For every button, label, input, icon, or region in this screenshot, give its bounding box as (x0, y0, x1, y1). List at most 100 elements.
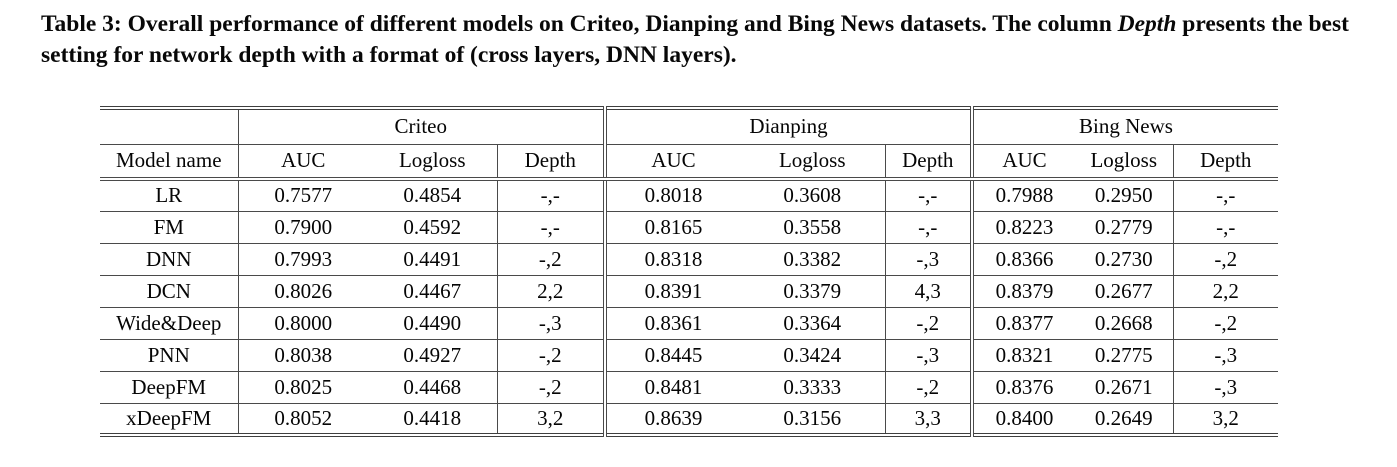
criteo-auc-cell: 0.8038 (238, 339, 368, 372)
group-header-dianping: Dianping (603, 108, 972, 145)
table-row: DCN 0.8026 0.4467 2,2 0.8391 0.3379 4,3 0.8379 0… (100, 275, 1278, 308)
dianping-depth-cell: 4,3 (884, 275, 972, 308)
bing_news-auc-cell: 0.8400 (970, 403, 1075, 435)
criteo-depth-cell: -,2 (496, 339, 605, 372)
model-name-cell: Wide&Deep (100, 307, 239, 340)
criteo-logloss-cell: 0.4418 (403, 405, 462, 430)
dianping-auc-cell: 0.8445 (603, 339, 740, 372)
model-name-cell: DCN (100, 275, 239, 308)
bing_news-logloss-cell: 0.2671 (1075, 371, 1173, 404)
results-table: Criteo Dianping Bing News Model name AUC… (100, 106, 1278, 437)
bing_news-logloss-cell: 0.2779 (1075, 211, 1173, 244)
group-header-row: Criteo Dianping Bing News (100, 108, 1278, 145)
bing_news-logloss-cell: 0.2668 (1075, 307, 1173, 340)
bing_news-depth-cell: -,- (1172, 179, 1278, 212)
dianping-logloss-cell: 0.3424 (740, 339, 885, 372)
criteo-auc-cell: 0.7577 (238, 179, 368, 212)
col-header-bing-news-logloss: Logloss (1075, 144, 1173, 181)
criteo-depth-cell: -,- (496, 179, 605, 212)
group-header-criteo: Criteo (238, 108, 605, 145)
dianping-depth-cell: -,3 (884, 243, 972, 276)
col-header-criteo-depth: Depth (496, 144, 605, 181)
dianping-depth-cell: 3,3 (884, 403, 972, 435)
dianping-logloss-cell: 0.3382 (740, 243, 885, 276)
criteo-logloss-cell: 0.4467 (368, 275, 497, 308)
bing_news-auc-cell: 0.8376 (970, 371, 1075, 404)
col-header-bing-news-depth: Depth (1172, 144, 1278, 181)
col-header-dianping-auc: AUC (603, 144, 740, 181)
model-name-cell: PNN (100, 339, 239, 372)
model-name-cell: LR (100, 179, 239, 212)
dianping-depth-cell: -,- (884, 179, 972, 212)
bing_news-auc-cell: 0.8377 (970, 307, 1075, 340)
table-body: LR 0.7577 0.4854 -,- 0.8018 0.3608 -,- 0.7988 0.… (100, 179, 1278, 435)
dianping-logloss-cell: 0.3333 (740, 371, 885, 404)
bing_news-depth-cell: -,2 (1172, 307, 1278, 340)
col-header-model-name: Model name (100, 144, 239, 181)
dianping-logloss-cell: 0.3379 (740, 275, 885, 308)
bing_news-depth-cell: -,3 (1172, 339, 1278, 372)
bing_news-logloss-cell: 0.2649 (1094, 405, 1153, 430)
dianping-auc-cell: 0.8018 (603, 179, 740, 212)
model-name-cell: DNN (100, 243, 239, 276)
bing_news-depth-cell: -,3 (1172, 371, 1278, 404)
group-header-bing-news: Bing News (970, 108, 1278, 145)
bing_news-logloss-cell: 0.2677 (1075, 275, 1173, 308)
caption-italic-depth: Depth (1117, 11, 1177, 37)
criteo-logloss-cell: 0.4491 (368, 243, 497, 276)
dianping-logloss-cell: 0.3364 (740, 307, 885, 340)
bing_news-auc-cell: 0.8379 (970, 275, 1075, 308)
table-row: DeepFM 0.8025 0.4468 -,2 0.8481 0.3333 -,2 0.83… (100, 371, 1278, 404)
col-header-criteo-auc: AUC (238, 144, 368, 181)
dianping-auc-cell: 0.8361 (603, 307, 740, 340)
dianping-depth-cell: -,2 (884, 371, 972, 404)
model-name-cell: xDeepFM (100, 403, 239, 435)
criteo-logloss-cell: 0.4927 (368, 339, 497, 372)
model-name-cell: DeepFM (100, 371, 239, 404)
bing_news-depth-cell: -,- (1172, 211, 1278, 244)
table-row: Wide&Deep 0.8000 0.4490 -,3 0.8361 0.3364 -,2 0… (100, 307, 1278, 340)
dianping-logloss-cell: 0.3156 (783, 405, 842, 430)
corner-cell (100, 108, 239, 145)
criteo-logloss-cell: 0.4468 (368, 371, 497, 404)
table-row: DNN 0.7993 0.4491 -,2 0.8318 0.3382 -,3 0.8366 0… (100, 243, 1278, 276)
dianping-auc-cell: 0.8481 (603, 371, 740, 404)
bing_news-logloss-cell: 0.2730 (1075, 243, 1173, 276)
caption-label: Table 3: (41, 11, 122, 37)
caption-text-after: presents the best setting for network de… (41, 11, 1349, 69)
criteo-logloss-cell: 0.4490 (368, 307, 497, 340)
dianping-logloss-cell: 0.3608 (740, 179, 885, 212)
model-name-cell: FM (100, 211, 239, 244)
table-row: FM 0.7900 0.4592 -,- 0.8165 0.3558 -,- 0.8223 0.… (100, 211, 1278, 244)
criteo-depth-cell: -,3 (496, 307, 605, 340)
dianping-auc-cell: 0.8318 (603, 243, 740, 276)
criteo-auc-cell: 0.7993 (238, 243, 368, 276)
col-header-bing-news-auc: AUC (970, 144, 1075, 181)
criteo-depth-cell: -,2 (496, 371, 605, 404)
dianping-auc-cell: 0.8391 (603, 275, 740, 308)
dianping-logloss-cell: 0.3558 (740, 211, 885, 244)
bing_news-auc-cell: 0.8366 (970, 243, 1075, 276)
caption-text-before: Overall performance of different models … (127, 11, 1112, 37)
criteo-depth-cell: -,2 (496, 243, 605, 276)
dianping-depth-cell: -,2 (884, 307, 972, 340)
table-row: LR 0.7577 0.4854 -,- 0.8018 0.3608 -,- 0.7988 0.… (100, 179, 1278, 212)
col-header-criteo-logloss: Logloss (368, 144, 497, 181)
criteo-depth-cell: -,- (496, 211, 605, 244)
table-row: xDeepFM 0.8052 0.4418 3,2 0.8639 0.3156 3,3 0.8… (100, 403, 1278, 435)
criteo-auc-cell: 0.8025 (238, 371, 368, 404)
criteo-auc-cell: 0.8026 (238, 275, 368, 308)
criteo-logloss-cell: 0.4854 (368, 179, 497, 212)
criteo-logloss-cell: 0.4592 (368, 211, 497, 244)
table-caption: Table 3: Overall performance of differen… (41, 9, 1377, 72)
bing_news-depth-cell: -,2 (1172, 243, 1278, 276)
bing_news-logloss-cell: 0.2950 (1075, 179, 1173, 212)
criteo-auc-cell: 0.7900 (238, 211, 368, 244)
column-header-row: Model name AUC Logloss Depth AUC Logloss… (100, 144, 1278, 181)
bing_news-logloss-cell: 0.2775 (1075, 339, 1173, 372)
col-header-dianping-logloss: Logloss (740, 144, 885, 181)
bing_news-depth-cell: 2,2 (1172, 275, 1278, 308)
col-header-dianping-depth: Depth (884, 144, 972, 181)
criteo-depth-cell: 3,2 (496, 403, 605, 435)
